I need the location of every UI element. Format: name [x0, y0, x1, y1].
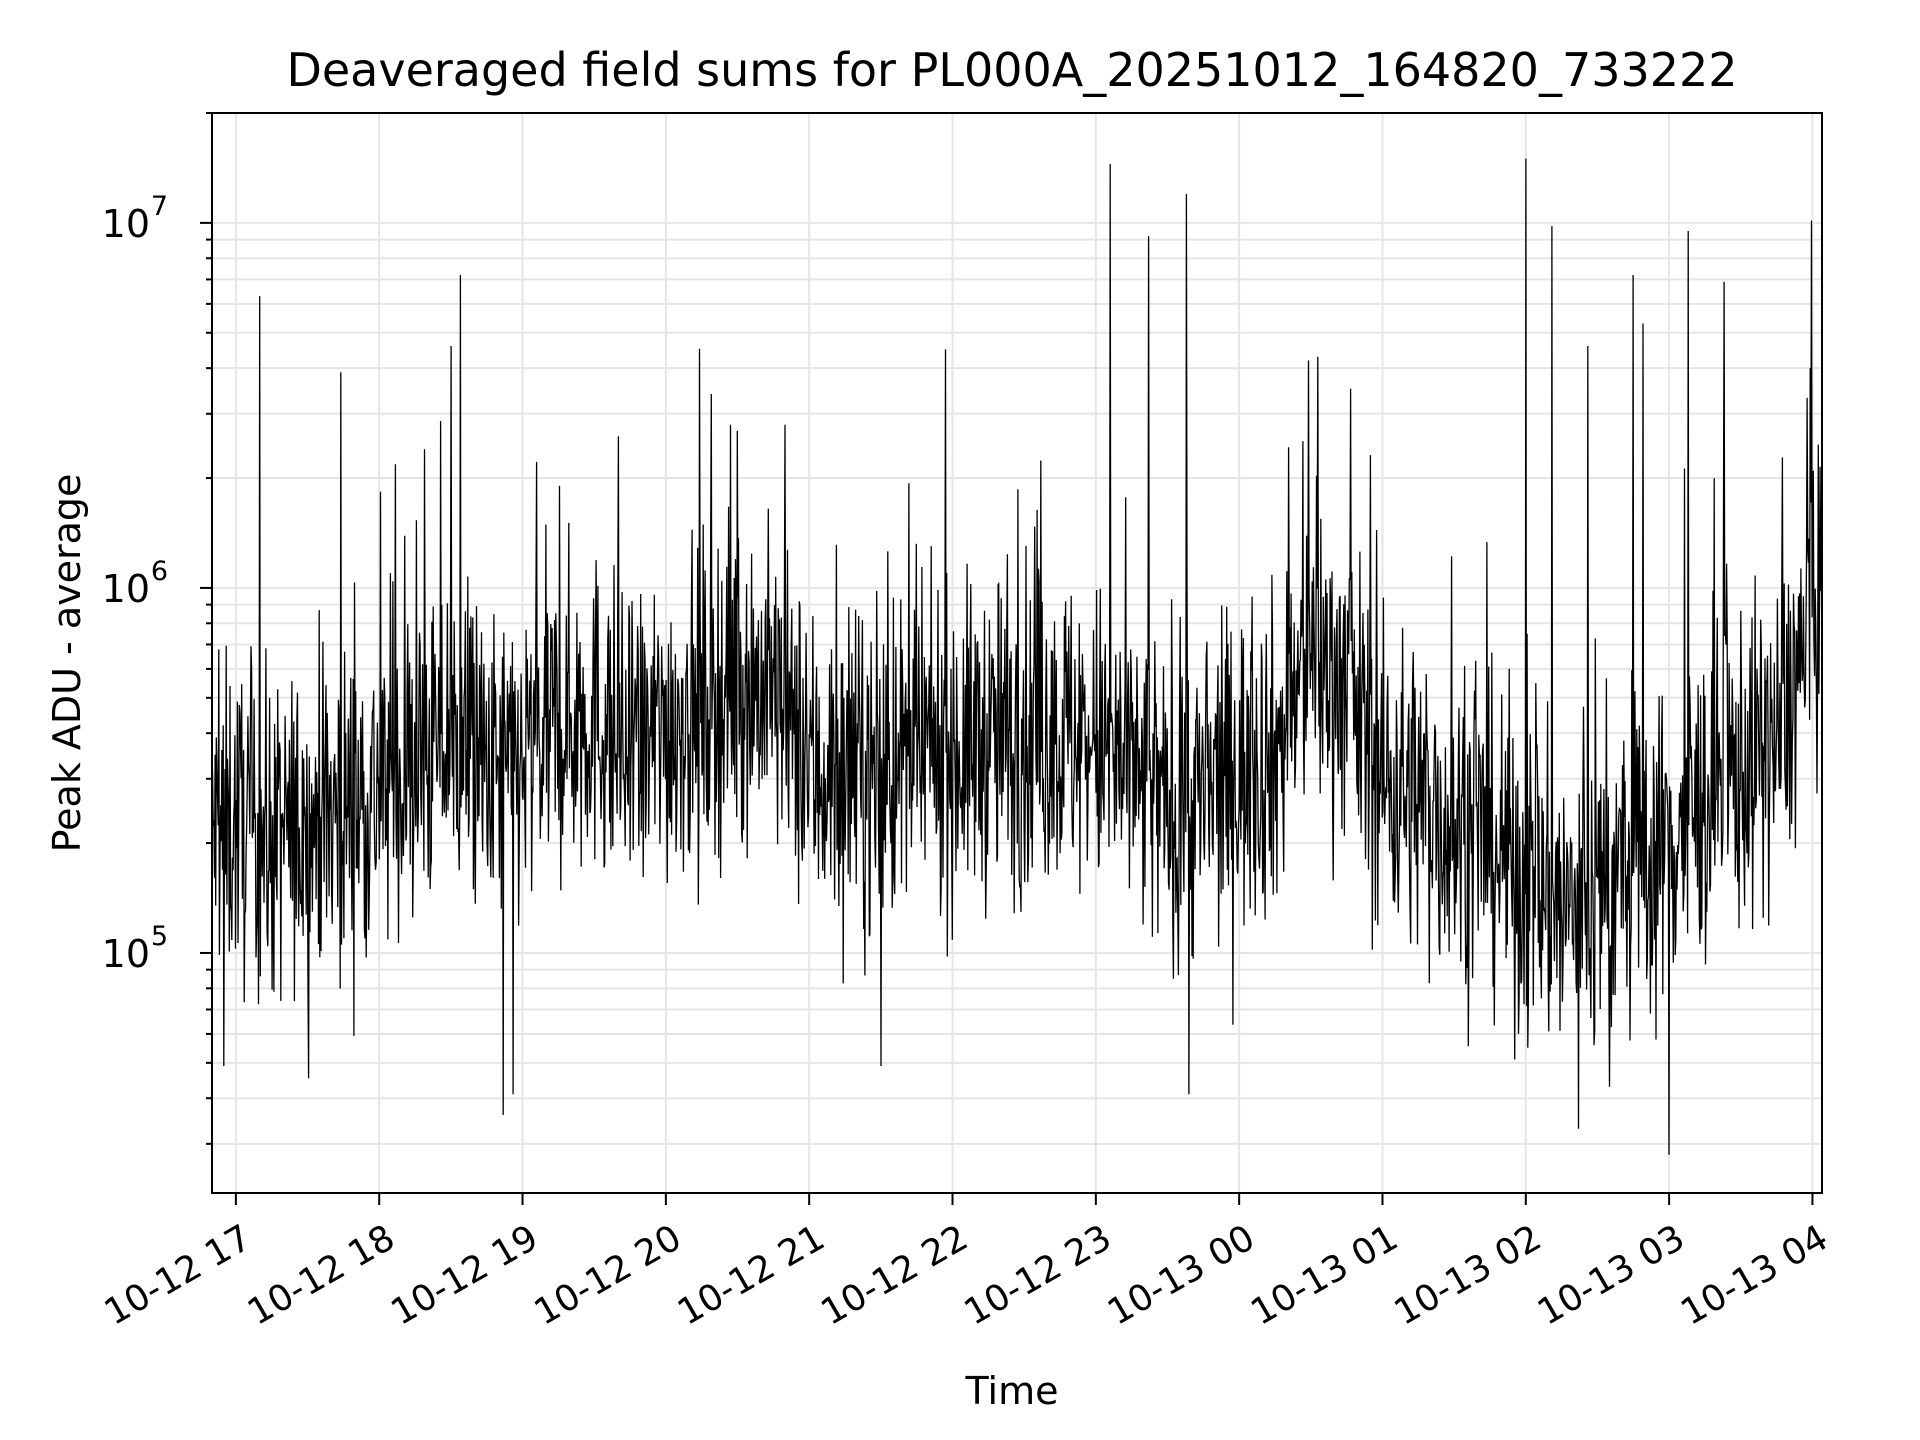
series-line — [211, 158, 1823, 1155]
data-series — [211, 158, 1823, 1155]
y-axis-label: Peak ADU - average — [45, 474, 89, 853]
y-tick-base: 10 — [102, 202, 150, 246]
x-axis-label: Time — [965, 1369, 1059, 1413]
y-tick-label: 10 5 — [102, 921, 168, 976]
y-tick-base: 10 — [102, 932, 150, 976]
y-tick-exponent: 7 — [151, 191, 168, 222]
chart-title: Deaveraged field sums for PL000A_2025101… — [286, 43, 1737, 97]
y-tick-exponent: 5 — [151, 921, 168, 952]
y-tick-base: 10 — [102, 567, 150, 611]
plot-frame — [211, 112, 1823, 1194]
y-tick-exponent: 6 — [151, 556, 168, 587]
y-tick-label: 10 7 — [102, 191, 168, 246]
y-tick-label: 10 6 — [102, 556, 168, 611]
